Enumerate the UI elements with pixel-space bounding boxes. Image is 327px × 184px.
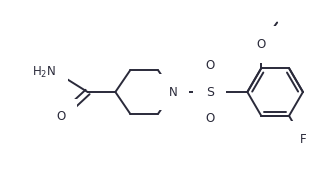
Text: O: O	[205, 59, 214, 72]
Text: O: O	[257, 38, 266, 51]
Text: O: O	[205, 112, 214, 125]
Text: S: S	[206, 86, 214, 98]
Text: F: F	[300, 133, 306, 146]
Text: O: O	[56, 110, 65, 123]
Text: N: N	[168, 86, 177, 98]
Text: H$_2$N: H$_2$N	[32, 65, 56, 80]
